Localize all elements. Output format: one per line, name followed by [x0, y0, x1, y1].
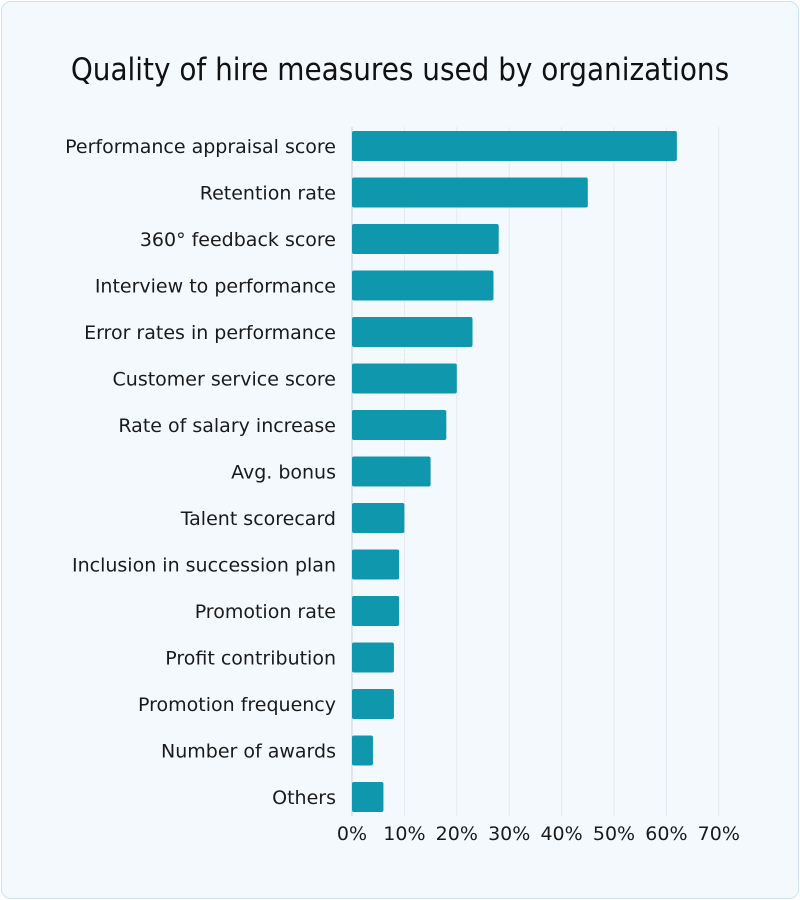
x-tick-label: 20%: [436, 823, 478, 845]
x-tick-label: 60%: [645, 823, 687, 845]
category-label: Customer service score: [113, 369, 336, 391]
bar: [352, 596, 400, 626]
bar: [352, 782, 384, 812]
category-label: 360° feedback score: [140, 229, 336, 251]
bar: [352, 270, 494, 301]
x-tick-label: 40%: [540, 823, 582, 845]
bar: [352, 224, 499, 254]
category-label: Rate of salary increase: [118, 415, 336, 437]
bar: [352, 456, 431, 487]
bar: [352, 131, 677, 161]
bar: [352, 689, 394, 719]
bar: [352, 410, 447, 440]
category-label: Avg. bonus: [231, 462, 336, 484]
category-label: Interview to performance: [95, 276, 336, 298]
category-label: Retention rate: [200, 183, 336, 205]
x-tick-label: 0%: [337, 823, 367, 845]
category-label: Promotion frequency: [138, 694, 336, 716]
category-label: Inclusion in succession plan: [72, 555, 336, 577]
category-label: Others: [272, 787, 336, 809]
bar: [352, 549, 400, 580]
category-label: Error rates in performance: [84, 322, 336, 344]
x-tick-label: 30%: [488, 823, 530, 845]
category-label: Performance appraisal score: [65, 136, 336, 158]
bar: [352, 735, 373, 766]
category-label: Number of awards: [161, 741, 336, 763]
category-label: Profit contribution: [165, 648, 336, 670]
bar: [352, 317, 473, 347]
bar: [352, 363, 457, 394]
chart-title: Quality of hire measures used by organiz…: [71, 52, 729, 88]
x-tick-label: 70%: [698, 823, 740, 845]
category-label: Promotion rate: [195, 601, 336, 623]
bar: [352, 642, 394, 673]
bar: [352, 177, 588, 208]
category-label: Talent scorecard: [180, 508, 336, 530]
x-tick-label: 10%: [383, 823, 425, 845]
bar: [352, 503, 405, 533]
x-tick-label: 50%: [593, 823, 635, 845]
